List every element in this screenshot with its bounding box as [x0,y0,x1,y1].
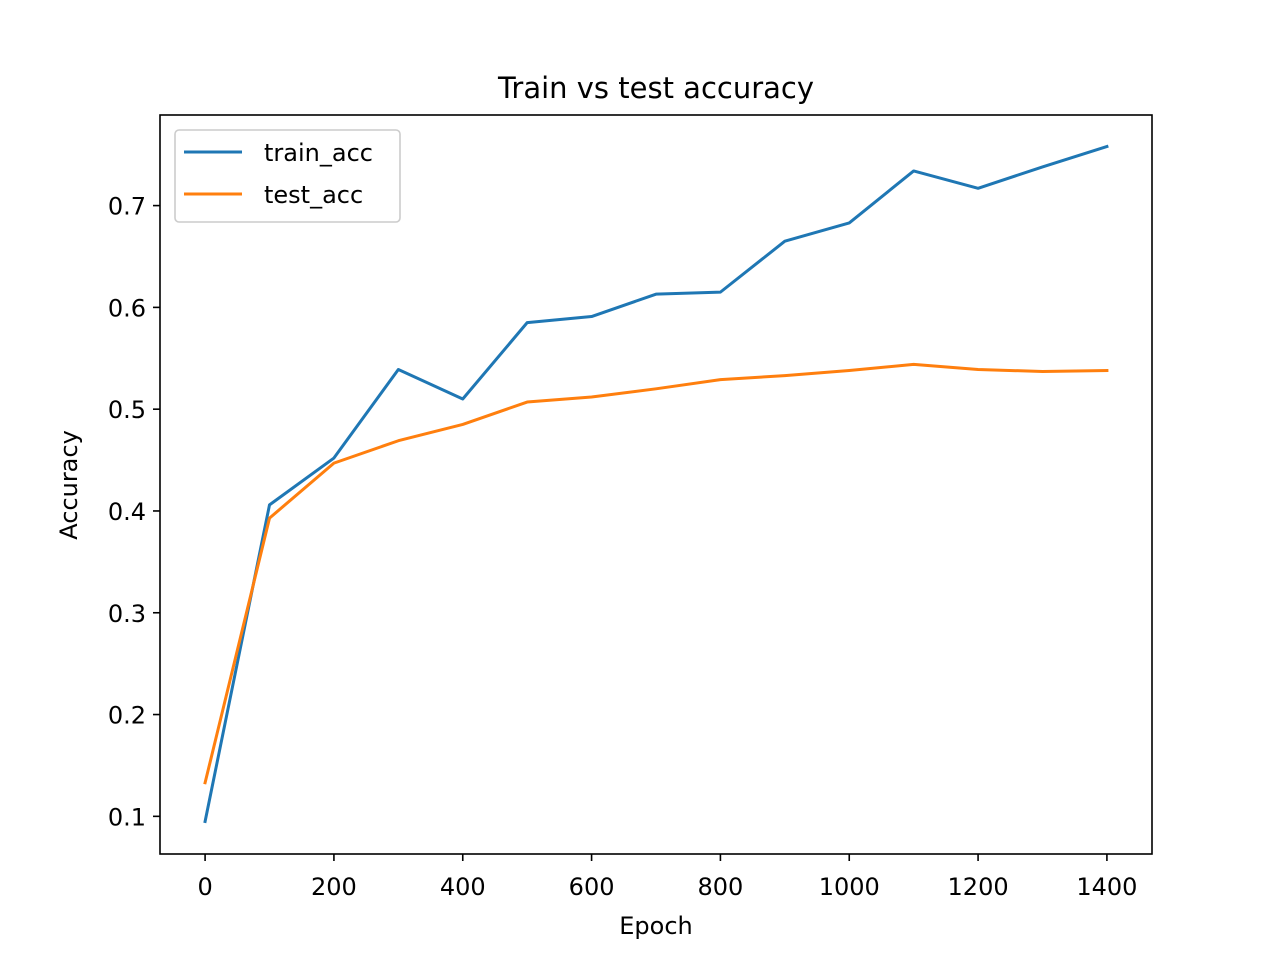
y-tick-label: 0.3 [108,600,146,628]
legend: train_acc test_acc [174,129,401,223]
y-tick-label: 0.2 [108,702,146,730]
x-tick-label: 400 [440,873,486,901]
legend-label-test_acc: test_acc [264,181,363,209]
y-tick-label: 0.1 [108,803,146,831]
x-axis: 0 200 400 600 800 1000 1200 1400 [197,854,1137,901]
x-axis-label: Epoch [619,912,693,940]
x-tick-label: 600 [569,873,615,901]
y-tick-label: 0.4 [108,498,146,526]
x-tick-label: 1400 [1076,873,1137,901]
x-tick-label: 800 [698,873,744,901]
y-tick-label: 0.5 [108,396,146,424]
y-tick-label: 0.6 [108,294,146,322]
plot-frame [159,114,1153,855]
series-lines [203,144,1109,824]
x-tick-label: 0 [197,873,212,901]
series-line-train_acc [203,144,1109,824]
chart-title: Train vs test accuracy [497,71,814,105]
y-axis: 0.1 0.2 0.3 0.4 0.5 0.6 0.7 [108,193,160,831]
x-tick-label: 200 [311,873,357,901]
plot-area [159,114,1153,855]
y-axis-label: Accuracy [55,430,83,540]
legend-label-train_acc: train_acc [264,139,373,167]
series-line-test_acc [203,362,1109,785]
y-tick-label: 0.7 [108,193,146,221]
x-tick-label: 1000 [819,873,880,901]
x-tick-label: 1200 [948,873,1009,901]
